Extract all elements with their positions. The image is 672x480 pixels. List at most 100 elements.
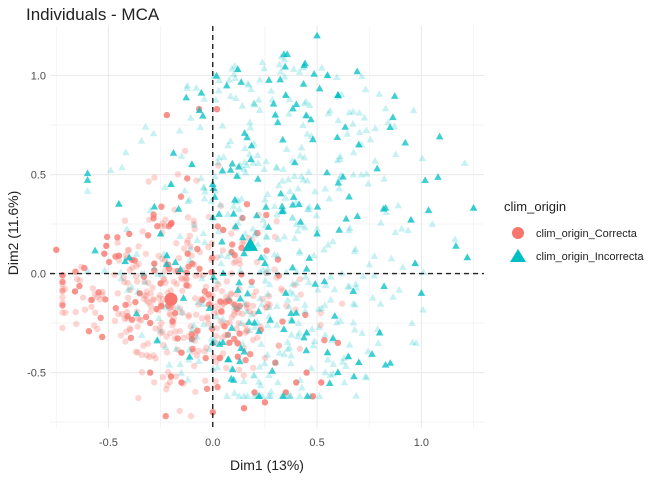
point-correcta-210: [283, 302, 290, 310]
point-incorrecta-136: [300, 99, 309, 107]
point-incorrecta-38: [201, 238, 209, 246]
point-correcta-271: [192, 388, 199, 396]
point-correcta-284: [167, 304, 175, 311]
point-incorrecta-165: [187, 335, 196, 343]
point-incorrecta-121: [294, 184, 302, 192]
point-correcta-397: [158, 302, 165, 309]
point-correcta-220: [159, 328, 166, 336]
point-incorrecta-299: [218, 166, 227, 174]
point-correcta-244: [244, 301, 251, 308]
point-incorrecta-69: [240, 165, 248, 172]
point-incorrecta-25: [186, 256, 194, 263]
point-correcta-120: [150, 296, 157, 303]
point-correcta-348: [144, 340, 152, 347]
point-correcta-398: [99, 291, 106, 299]
point-incorrecta-524: [254, 159, 263, 167]
point-incorrecta-197: [224, 210, 232, 218]
point-correcta-3: [195, 301, 202, 308]
point-correcta-11: [193, 352, 201, 359]
point-correcta-260: [173, 240, 180, 247]
point-correcta-249: [226, 297, 233, 304]
point-incorrecta-249: [249, 224, 257, 232]
point-incorrecta-164: [250, 371, 259, 379]
point-correcta-173: [179, 287, 186, 295]
point-incorrecta-34: [373, 164, 381, 172]
point-incorrecta-504: [324, 109, 333, 117]
point-incorrecta-382: [224, 141, 232, 149]
point-incorrecta-2: [233, 171, 241, 179]
point-correcta-188: [154, 223, 161, 230]
point-incorrecta-95: [199, 229, 208, 237]
point-incorrecta-462: [150, 202, 159, 210]
point-correcta-238: [59, 299, 66, 306]
point-incorrecta-282: [361, 372, 370, 380]
point-correcta-431: [163, 111, 170, 119]
point-incorrecta-557: [245, 326, 254, 334]
point-incorrecta-454: [214, 158, 222, 166]
point-incorrecta-355: [288, 156, 297, 164]
point-correcta-106: [59, 288, 66, 295]
point-correcta-389: [273, 218, 280, 225]
point-incorrecta-384: [254, 174, 262, 182]
point-correcta-331: [115, 257, 123, 264]
point-correcta-46: [133, 263, 140, 270]
point-correcta-317: [111, 271, 118, 278]
point-incorrecta-200: [362, 126, 371, 134]
point-correcta-349: [214, 254, 221, 261]
point-correcta-194: [94, 293, 101, 300]
point-incorrecta-81: [270, 250, 279, 258]
point-correcta-278: [132, 273, 140, 280]
point-correcta-185: [121, 315, 128, 322]
point-correcta-1: [259, 295, 266, 303]
point-correcta-366: [229, 241, 236, 248]
point-correcta-338: [187, 323, 194, 330]
point-correcta-296: [59, 309, 66, 316]
point-incorrecta-505: [240, 299, 249, 307]
point-correcta-22: [213, 332, 220, 340]
point-incorrecta-286: [161, 303, 170, 311]
point-incorrecta-350: [334, 116, 343, 124]
point-incorrecta-361: [335, 175, 343, 182]
point-correcta-12: [160, 342, 167, 349]
point-incorrecta-146: [185, 352, 194, 360]
point-incorrecta-379: [295, 248, 304, 256]
point-correcta-287: [223, 278, 231, 285]
point-incorrecta-103: [264, 223, 273, 230]
point-correcta-305: [140, 273, 148, 280]
point-correcta-240: [244, 327, 251, 335]
point-incorrecta-191: [370, 252, 379, 259]
point-incorrecta-209: [122, 148, 130, 156]
point-correcta-221: [126, 325, 134, 332]
point-incorrecta-234: [253, 151, 262, 159]
point-incorrecta-391: [391, 228, 400, 236]
x-tick-label: -0.5: [99, 437, 118, 449]
point-incorrecta-523: [235, 278, 243, 286]
point-correcta-31: [132, 298, 139, 306]
point-correcta-438: [178, 379, 185, 386]
point-correcta-151: [216, 354, 223, 362]
point-incorrecta-459: [277, 189, 285, 197]
point-incorrecta-435: [205, 345, 214, 352]
point-incorrecta-362: [256, 294, 264, 302]
point-incorrecta-552: [288, 213, 297, 221]
point-incorrecta-315: [371, 157, 379, 164]
point-correcta-162: [142, 250, 150, 258]
point-incorrecta-363: [226, 137, 235, 144]
point-incorrecta-424: [177, 368, 186, 376]
point-incorrecta-78: [100, 266, 109, 274]
point-correcta-320: [236, 256, 243, 263]
point-correcta-328: [163, 333, 170, 340]
point-incorrecta-568: [115, 200, 123, 207]
point-incorrecta-92: [303, 176, 312, 184]
point-correcta-412: [114, 234, 121, 241]
point-correcta-224: [239, 214, 246, 222]
point-incorrecta-530: [401, 138, 410, 146]
point-incorrecta-578: [281, 289, 290, 296]
point-incorrecta-86: [174, 204, 183, 212]
point-correcta-427: [136, 290, 143, 297]
point-incorrecta-311: [345, 192, 353, 200]
point-incorrecta-222: [262, 203, 270, 210]
point-correcta-294: [163, 349, 171, 356]
point-correcta-168: [140, 295, 147, 303]
point-correcta-26: [263, 247, 270, 254]
